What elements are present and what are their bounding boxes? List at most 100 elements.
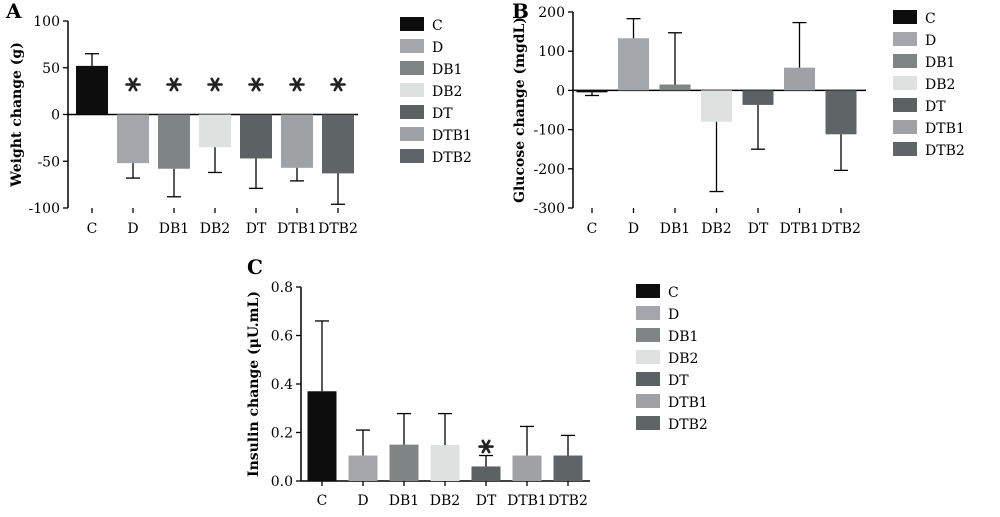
- bar-dtb2: [553, 455, 583, 481]
- bar-d: [348, 455, 378, 481]
- legend-label: C: [925, 11, 936, 27]
- legend-swatch-c: [893, 10, 917, 24]
- legend-swatch-db2: [893, 76, 917, 90]
- significance-asterisk: [248, 77, 264, 92]
- significance-asterisk: [289, 77, 305, 92]
- panel-label: A: [5, 0, 22, 23]
- legend-swatch-c: [400, 17, 424, 31]
- bar-dtb1: [512, 455, 542, 481]
- significance-asterisk: [330, 77, 346, 92]
- panel-label: B: [512, 0, 529, 23]
- y-tick-label: -300: [534, 201, 565, 217]
- y-tick-label: 0: [556, 83, 565, 99]
- y-tick-label: -50: [37, 154, 60, 170]
- bar-dtb1: [281, 114, 313, 168]
- legend: CD DB1 DB2 DT DTB1 DTB2: [636, 284, 708, 433]
- y-tick-label: -200: [534, 162, 565, 178]
- x-tick-label: DT: [476, 493, 497, 509]
- legend-label: DB1: [925, 55, 955, 71]
- y-axis-label: Weight change (g): [9, 42, 25, 188]
- legend-swatch-dtb2: [400, 149, 424, 163]
- y-tick-label: 50: [42, 61, 60, 77]
- x-tick-label: DB1: [389, 493, 419, 509]
- x-tick-label: D: [628, 221, 639, 237]
- legend-label: DB2: [925, 77, 955, 93]
- bar-db1: [389, 444, 419, 481]
- bar-dtb2: [825, 90, 857, 135]
- legend-label: DTB2: [432, 150, 472, 166]
- y-axis-label: Insulin change (μU.mL): [246, 291, 262, 477]
- legend-swatch-d: [893, 32, 917, 46]
- bar-c: [307, 391, 337, 481]
- legend-label: D: [925, 33, 936, 49]
- significance-asterisk: [125, 77, 141, 92]
- y-tick-label: -100: [29, 201, 60, 217]
- legend-swatch-dtb1: [636, 394, 660, 408]
- panel-label: C: [247, 255, 263, 279]
- y-tick-label: 0.4: [271, 377, 293, 393]
- bar-dtb1: [784, 67, 815, 91]
- y-tick-label: 0: [51, 108, 60, 124]
- legend-label: DT: [432, 106, 453, 122]
- legend-label: DB2: [432, 84, 462, 100]
- bar-db2: [430, 445, 460, 481]
- legend-swatch-c: [636, 284, 660, 298]
- legend-swatch-dtb2: [636, 416, 660, 430]
- legend-swatch-dt: [893, 98, 917, 112]
- x-tick-label: DB1: [159, 221, 189, 237]
- bar-db1: [659, 84, 691, 91]
- legend-swatch-db1: [636, 328, 660, 342]
- legend: CD DB1 DB2 DT DTB1 DTB2: [893, 10, 965, 159]
- significance-asterisk: [478, 439, 494, 454]
- legend-label: DB1: [432, 62, 462, 78]
- bar-dt: [471, 466, 501, 481]
- bar-d: [117, 114, 149, 164]
- legend-label: DB2: [668, 351, 698, 367]
- x-tick-label: DB2: [701, 221, 731, 237]
- bar-dt: [742, 90, 774, 105]
- legend-label: D: [432, 40, 443, 56]
- y-axis-label: Glucose change (mgdL): [512, 17, 528, 203]
- bar-d: [618, 38, 649, 91]
- legend-label: C: [668, 285, 679, 301]
- bar-dt: [240, 114, 272, 159]
- bar-db2: [199, 114, 231, 148]
- x-tick-label: DTB2: [548, 493, 588, 509]
- significance-asterisk: [166, 77, 182, 92]
- legend-swatch-d: [400, 39, 424, 53]
- bar-db2: [701, 90, 732, 122]
- bar-dtb2: [322, 114, 354, 174]
- legend: CD DB1 DB2 DT DTB1 DTB2: [400, 17, 472, 166]
- y-tick-label: -100: [534, 123, 565, 139]
- legend-label: DTB1: [668, 395, 708, 411]
- y-tick-label: 0.0: [271, 474, 293, 490]
- bar-c: [76, 65, 108, 115]
- x-tick-label: DTB2: [318, 221, 358, 237]
- x-tick-label: DTB1: [507, 493, 547, 509]
- legend-swatch-db2: [636, 350, 660, 364]
- x-tick-label: DB2: [430, 493, 460, 509]
- legend-swatch-dt: [636, 372, 660, 386]
- x-tick-label: C: [87, 221, 98, 237]
- legend-label: DTB1: [925, 121, 965, 137]
- legend-swatch-dtb2: [893, 142, 917, 156]
- y-tick-label: 100: [538, 44, 565, 60]
- legend-swatch-dtb1: [400, 127, 424, 141]
- legend-swatch-db2: [400, 83, 424, 97]
- y-tick-label: 0.8: [271, 280, 293, 296]
- legend-label: DTB2: [925, 143, 965, 159]
- x-tick-label: DTB1: [277, 221, 317, 237]
- legend-swatch-d: [636, 306, 660, 320]
- legend-label: DTB1: [432, 128, 472, 144]
- x-tick-label: DB1: [660, 221, 690, 237]
- y-tick-label: 200: [538, 5, 565, 21]
- bar-c: [576, 90, 608, 93]
- legend-label: C: [432, 18, 443, 34]
- legend-label: DTB2: [668, 417, 708, 433]
- legend-label: DT: [668, 373, 689, 389]
- x-tick-label: C: [317, 493, 328, 509]
